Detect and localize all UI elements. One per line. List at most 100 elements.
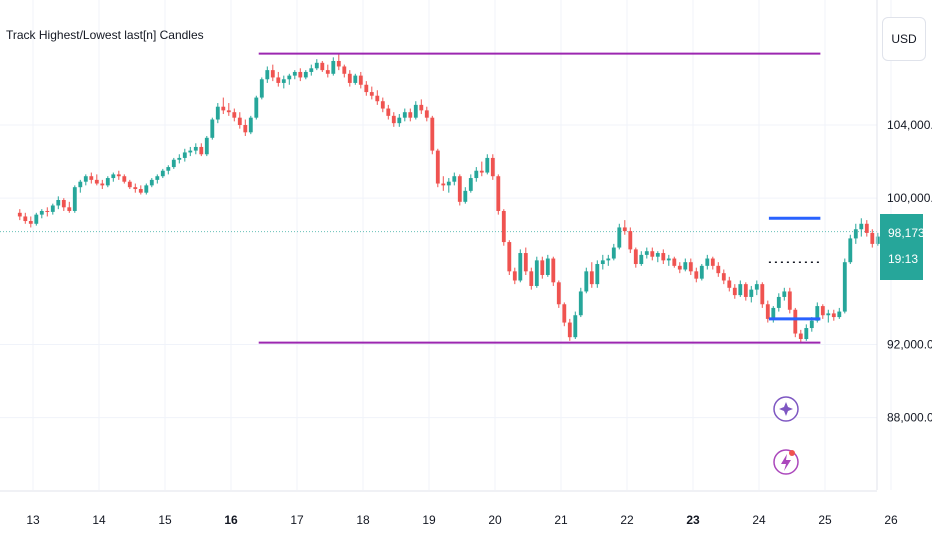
candle-body	[419, 104, 424, 111]
candle-body	[259, 79, 264, 98]
x-tick-label: 18	[356, 513, 370, 527]
candle-body	[617, 227, 622, 248]
candle-body	[50, 205, 55, 212]
candle-body	[776, 296, 781, 308]
candle-body	[727, 280, 732, 288]
currency-button[interactable]: USD	[882, 17, 926, 61]
candle-body	[237, 117, 242, 125]
candle-body	[490, 157, 495, 177]
candle-body	[292, 71, 297, 76]
candle-body	[34, 214, 39, 224]
candle-body	[193, 146, 198, 151]
candle-body	[314, 62, 319, 69]
last-price-value: 98,173.94	[888, 226, 932, 240]
candle-body	[430, 117, 435, 151]
candle-body	[28, 221, 33, 224]
candle-body	[138, 189, 143, 193]
candle-body	[39, 210, 44, 215]
candle-body	[798, 333, 803, 340]
candle-body	[507, 242, 512, 272]
candle-body	[694, 271, 699, 279]
y-tick-label: 88,000.00	[887, 411, 932, 425]
candle-body	[479, 170, 484, 173]
candle-body	[771, 307, 776, 319]
candle-body	[562, 304, 567, 323]
candle-body	[688, 262, 693, 272]
candle-body	[622, 227, 627, 232]
candle-body	[545, 258, 550, 275]
candle-body	[677, 265, 682, 270]
candle-body	[837, 311, 842, 318]
candle-body	[265, 70, 270, 80]
candle-body	[534, 260, 539, 286]
candle-body	[111, 174, 116, 179]
grid	[0, 0, 892, 490]
candle-body	[353, 75, 358, 83]
candle-body	[424, 110, 429, 118]
candle-body	[441, 183, 446, 186]
candle-body	[661, 253, 666, 261]
sparkle-icon[interactable]	[773, 396, 799, 422]
indicator-icons[interactable]	[773, 396, 799, 475]
candle-body	[567, 322, 572, 338]
candle-body	[848, 238, 853, 263]
x-tick-label: 15	[158, 513, 172, 527]
x-tick-label: 26	[884, 513, 898, 527]
candle-body	[831, 313, 836, 318]
candle-body	[600, 260, 605, 265]
y-tick-label: 100,000.00	[887, 191, 932, 205]
candle-body	[342, 66, 347, 74]
candle-body	[699, 265, 704, 279]
candle-body	[182, 152, 187, 158]
indicator-lines	[258, 52, 821, 344]
candle-body	[760, 284, 765, 305]
candle-body	[221, 106, 226, 111]
candle-body	[589, 271, 594, 285]
candle-body	[606, 258, 611, 261]
x-tick-label: 20	[488, 513, 502, 527]
candle-body	[474, 170, 479, 179]
candle-body	[287, 75, 292, 80]
candle-body	[144, 185, 149, 193]
lightning-icon[interactable]	[773, 449, 799, 475]
candle-body	[556, 282, 561, 305]
candle-countdown: 19:13	[888, 252, 919, 266]
candle-body	[215, 106, 220, 120]
candle-body	[155, 176, 160, 180]
candle-body	[683, 262, 688, 270]
last-price-badge: 98,173.94 19:13	[880, 214, 932, 280]
candle-body	[402, 112, 407, 118]
candle-body	[320, 62, 325, 71]
candle-body	[243, 125, 248, 133]
candle-body	[160, 170, 165, 177]
candle-body	[105, 178, 110, 186]
candles	[17, 53, 886, 343]
candle-body	[655, 253, 660, 257]
candle-body	[210, 119, 215, 138]
candle-body	[611, 247, 616, 259]
x-tick-label: 22	[620, 513, 634, 527]
candle-body	[83, 176, 88, 182]
candle-body	[633, 249, 638, 265]
candle-body	[232, 112, 237, 118]
candle-body	[650, 251, 655, 257]
candle-body	[809, 320, 814, 329]
candle-body	[672, 258, 677, 266]
candle-body	[732, 287, 737, 296]
candle-body	[347, 73, 352, 83]
candle-body	[457, 176, 462, 202]
candle-body	[452, 176, 457, 182]
candle-body	[716, 265, 721, 274]
candle-body	[496, 176, 501, 211]
x-tick-label: 24	[752, 513, 766, 527]
candle-body	[45, 210, 50, 212]
candle-body	[584, 271, 589, 292]
candle-body	[413, 104, 418, 118]
candle-body	[870, 232, 875, 244]
x-tick-label: 13	[26, 513, 40, 527]
candle-body	[309, 68, 314, 72]
candle-body	[749, 289, 754, 297]
candle-body	[331, 60, 336, 74]
